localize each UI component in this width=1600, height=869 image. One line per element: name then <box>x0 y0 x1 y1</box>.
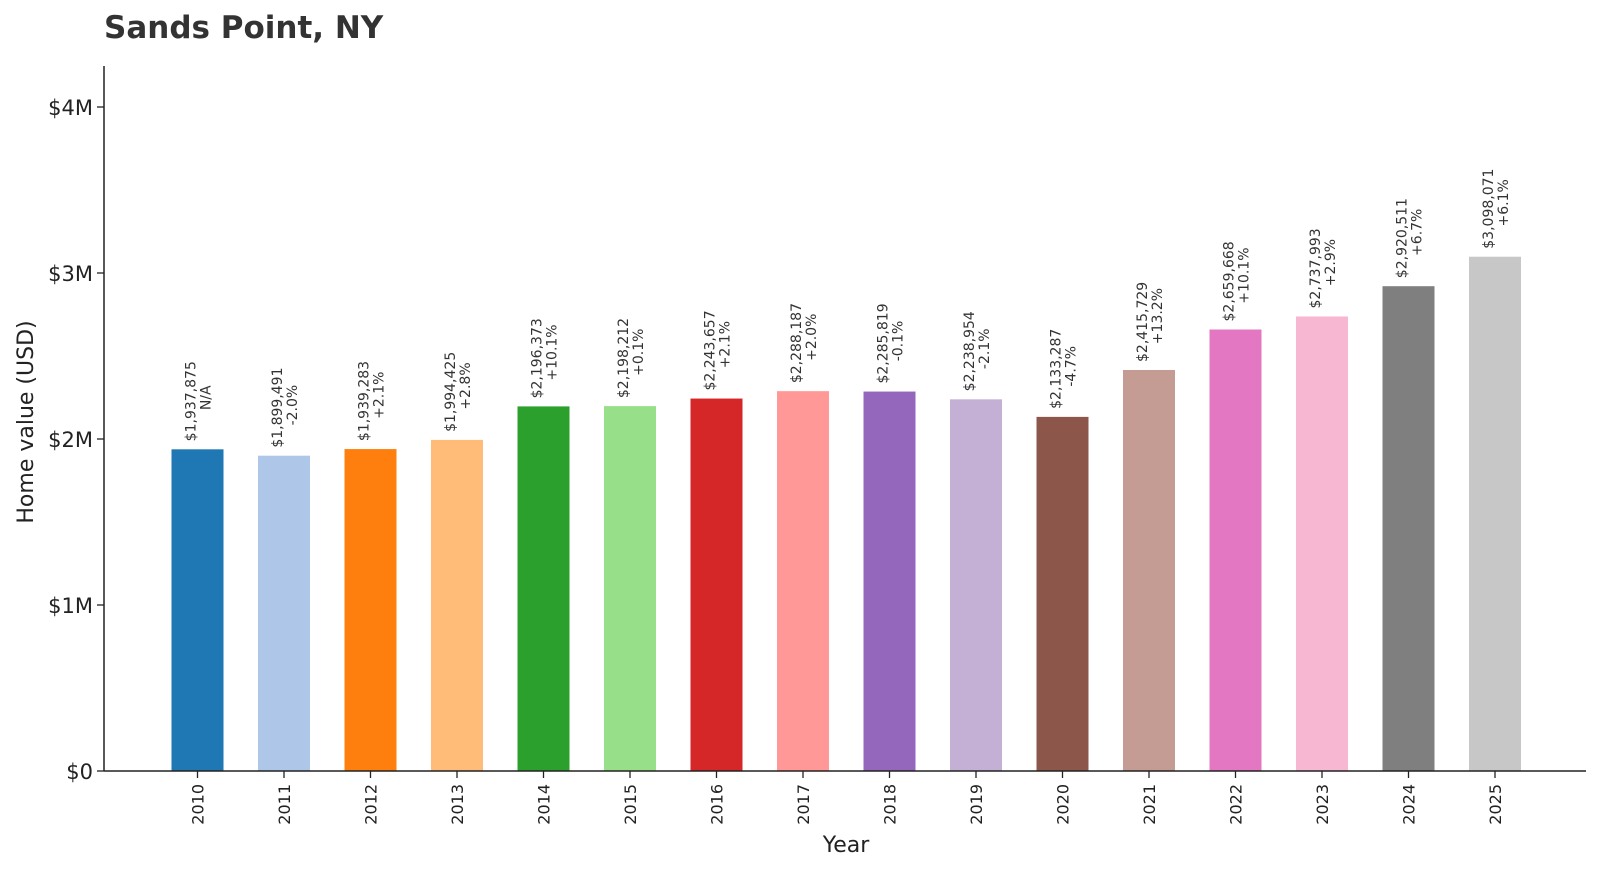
y-tick-label: $4M <box>48 96 93 120</box>
bar-2013 <box>431 439 483 771</box>
bar-2019 <box>950 399 1002 771</box>
data-label-value: $2,133,287 <box>1049 329 1065 409</box>
bar-series <box>171 256 1521 771</box>
data-label-change: -4.7% <box>1064 346 1080 387</box>
x-tick-label: 2010 <box>189 784 208 825</box>
data-label-change: +2.0% <box>804 314 820 361</box>
bar-2021 <box>1123 369 1175 771</box>
x-tick-label: 2013 <box>448 784 467 825</box>
bar-2025 <box>1469 256 1521 771</box>
data-label-value: $2,737,993 <box>1308 228 1324 308</box>
data-label-value: $2,238,954 <box>962 311 978 391</box>
data-label-value: $2,196,373 <box>530 318 546 398</box>
x-tick-label: 2021 <box>1140 784 1159 825</box>
data-label-value: $1,899,491 <box>270 368 286 448</box>
data-label-change: +2.1% <box>372 372 388 419</box>
x-tick-label: 2014 <box>535 784 554 825</box>
bar-2017 <box>777 391 829 771</box>
x-tick-label: 2020 <box>1054 784 1073 825</box>
data-label-value: $2,659,668 <box>1222 241 1238 321</box>
bar-2016 <box>690 398 743 771</box>
bar-2012 <box>344 449 397 771</box>
y-axis-label: Home value (USD) <box>14 320 39 523</box>
bar-2011 <box>258 455 310 771</box>
data-label-value: $2,920,511 <box>1395 198 1411 278</box>
data-label-value: $2,288,187 <box>789 303 805 383</box>
data-label-change: +13.2% <box>1150 288 1166 344</box>
data-label-change: +10.1% <box>545 324 561 380</box>
x-axis-label: Year <box>822 833 871 858</box>
data-label-value: $2,415,729 <box>1135 282 1151 362</box>
data-label-change: +10.1% <box>1237 247 1253 303</box>
y-tick-label: $2M <box>48 428 93 452</box>
y-tick-label: $1M <box>48 594 93 618</box>
data-labels: $1,937,875 N/A $1,899,491 -2.0% $1,939,283 +2… <box>184 169 1513 448</box>
data-label-change: -2.1% <box>977 328 993 369</box>
x-tick-label: 2019 <box>967 784 986 825</box>
bar-2018 <box>863 391 916 771</box>
y-axis-ticks: $0 $1M $2M $3M $4M <box>48 96 104 784</box>
data-label-value: $2,198,212 <box>616 318 632 398</box>
data-label-value: $3,098,071 <box>1481 169 1497 249</box>
data-label-change: -0.1% <box>891 321 907 362</box>
data-label-value: $2,285,819 <box>876 303 892 383</box>
x-tick-label: 2025 <box>1486 784 1505 825</box>
x-tick-label: 2022 <box>1227 784 1246 825</box>
data-label-value: $1,994,425 <box>443 352 459 432</box>
bar-2014 <box>517 406 570 771</box>
chart-title: Sands Point, NY <box>104 10 384 46</box>
bar-2010 <box>171 449 224 771</box>
bar-2023 <box>1296 316 1348 771</box>
data-label-change: +2.1% <box>718 321 734 368</box>
x-tick-label: 2023 <box>1313 784 1332 825</box>
x-tick-label: 2017 <box>794 784 813 825</box>
data-label-value: $1,937,875 <box>184 361 200 441</box>
x-axis-ticks: 2010 2011 2012 2013 2014 2015 2016 2017 2018 2019… <box>189 771 1505 825</box>
data-label-change: +2.9% <box>1323 239 1339 286</box>
y-tick-label: $3M <box>48 262 93 286</box>
data-label-change: N/A <box>199 385 215 410</box>
data-label-change: -2.0% <box>285 385 301 426</box>
data-label-value: $1,939,283 <box>357 361 373 441</box>
x-tick-label: 2012 <box>362 784 381 825</box>
data-label-change: +6.1% <box>1496 179 1512 226</box>
x-tick-label: 2016 <box>708 784 727 825</box>
x-tick-label: 2018 <box>881 784 900 825</box>
x-tick-label: 2024 <box>1400 784 1419 825</box>
bar-2024 <box>1382 286 1435 771</box>
data-label-change: +6.7% <box>1410 209 1426 256</box>
x-tick-label: 2011 <box>275 784 294 825</box>
bar-2022 <box>1209 329 1262 771</box>
y-tick-label: $0 <box>66 760 93 784</box>
bar-2015 <box>604 406 656 771</box>
bar-2020 <box>1036 416 1089 771</box>
data-label-change: +2.8% <box>458 362 474 409</box>
data-label-change: +0.1% <box>631 329 647 376</box>
x-tick-label: 2015 <box>621 784 640 825</box>
data-label-value: $2,243,657 <box>703 310 719 390</box>
